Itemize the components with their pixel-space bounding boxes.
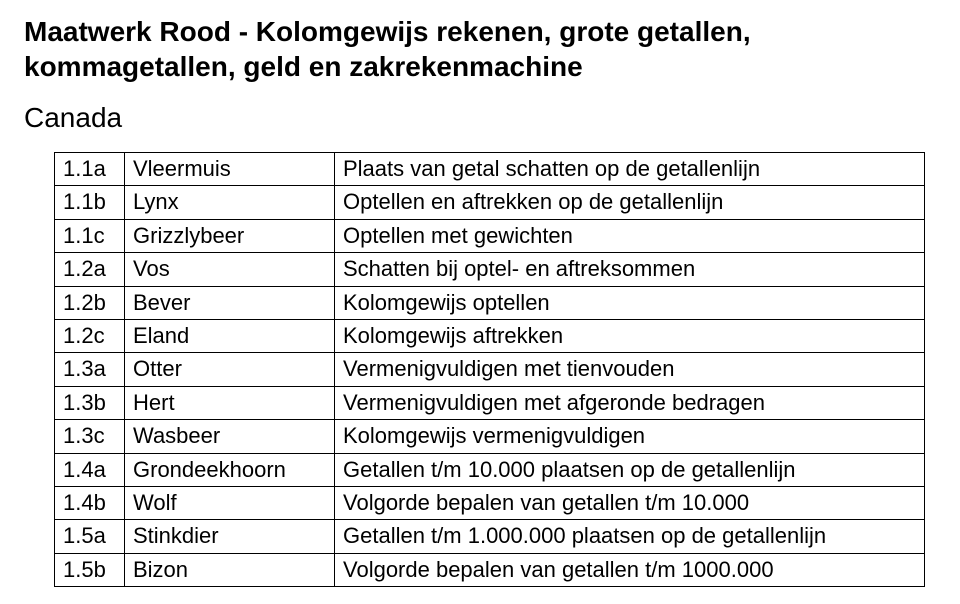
- lesson-name: Wolf: [125, 486, 335, 519]
- lesson-code: 1.2c: [55, 319, 125, 352]
- curriculum-table-container: 1.1aVleermuisPlaats van getal schatten o…: [24, 152, 936, 587]
- lesson-description: Kolomgewijs vermenigvuldigen: [335, 420, 925, 453]
- lesson-description: Vermenigvuldigen met afgeronde bedragen: [335, 386, 925, 419]
- table-row: 1.2aVosSchatten bij optel- en aftreksomm…: [55, 253, 925, 286]
- lesson-code: 1.4b: [55, 486, 125, 519]
- lesson-code: 1.5b: [55, 553, 125, 586]
- lesson-name: Vleermuis: [125, 153, 335, 186]
- lesson-code: 1.2b: [55, 286, 125, 319]
- title-line-1: Maatwerk Rood - Kolomgewijs rekenen, gro…: [24, 16, 751, 47]
- lesson-name: Bizon: [125, 553, 335, 586]
- lesson-code: 1.3a: [55, 353, 125, 386]
- lesson-code: 1.3b: [55, 386, 125, 419]
- table-row: 1.1cGrizzlybeerOptellen met gewichten: [55, 219, 925, 252]
- lesson-code: 1.1a: [55, 153, 125, 186]
- lesson-description: Kolomgewijs aftrekken: [335, 319, 925, 352]
- table-row: 1.4bWolfVolgorde bepalen van getallen t/…: [55, 486, 925, 519]
- table-row: 1.3aOtterVermenigvuldigen met tienvouden: [55, 353, 925, 386]
- lesson-description: Plaats van getal schatten op de getallen…: [335, 153, 925, 186]
- lesson-code: 1.1c: [55, 219, 125, 252]
- lesson-code: 1.4a: [55, 453, 125, 486]
- lesson-code: 1.3c: [55, 420, 125, 453]
- lesson-description: Volgorde bepalen van getallen t/m 10.000: [335, 486, 925, 519]
- table-row: 1.2cElandKolomgewijs aftrekken: [55, 319, 925, 352]
- lesson-code: 1.5a: [55, 520, 125, 553]
- lesson-code: 1.1b: [55, 186, 125, 219]
- lesson-description: Optellen en aftrekken op de getallenlijn: [335, 186, 925, 219]
- lesson-description: Kolomgewijs optellen: [335, 286, 925, 319]
- lesson-description: Optellen met gewichten: [335, 219, 925, 252]
- lesson-name: Otter: [125, 353, 335, 386]
- table-row: 1.1bLynxOptellen en aftrekken op de geta…: [55, 186, 925, 219]
- table-row: 1.3bHertVermenigvuldigen met afgeronde b…: [55, 386, 925, 419]
- table-row: 1.5aStinkdierGetallen t/m 1.000.000 plaa…: [55, 520, 925, 553]
- table-row: 1.1aVleermuisPlaats van getal schatten o…: [55, 153, 925, 186]
- table-row: 1.5bBizonVolgorde bepalen van getallen t…: [55, 553, 925, 586]
- lesson-description: Volgorde bepalen van getallen t/m 1000.0…: [335, 553, 925, 586]
- lesson-name: Eland: [125, 319, 335, 352]
- lesson-name: Grizzlybeer: [125, 219, 335, 252]
- lesson-name: Hert: [125, 386, 335, 419]
- lesson-name: Grondeekhoorn: [125, 453, 335, 486]
- lesson-description: Getallen t/m 1.000.000 plaatsen op de ge…: [335, 520, 925, 553]
- table-row: 1.3cWasbeerKolomgewijs vermenigvuldigen: [55, 420, 925, 453]
- lesson-name: Vos: [125, 253, 335, 286]
- document-subtitle: Canada: [24, 102, 936, 134]
- document-page: Maatwerk Rood - Kolomgewijs rekenen, gro…: [0, 0, 960, 587]
- lesson-name: Bever: [125, 286, 335, 319]
- lesson-description: Vermenigvuldigen met tienvouden: [335, 353, 925, 386]
- table-row: 1.2bBeverKolomgewijs optellen: [55, 286, 925, 319]
- lesson-description: Schatten bij optel- en aftreksommen: [335, 253, 925, 286]
- lesson-description: Getallen t/m 10.000 plaatsen op de getal…: [335, 453, 925, 486]
- lesson-code: 1.2a: [55, 253, 125, 286]
- lesson-name: Wasbeer: [125, 420, 335, 453]
- document-title: Maatwerk Rood - Kolomgewijs rekenen, gro…: [24, 14, 936, 84]
- curriculum-table: 1.1aVleermuisPlaats van getal schatten o…: [54, 152, 925, 587]
- title-line-2: kommagetallen, geld en zakrekenmachine: [24, 51, 583, 82]
- table-row: 1.4aGrondeekhoornGetallen t/m 10.000 pla…: [55, 453, 925, 486]
- lesson-name: Lynx: [125, 186, 335, 219]
- lesson-name: Stinkdier: [125, 520, 335, 553]
